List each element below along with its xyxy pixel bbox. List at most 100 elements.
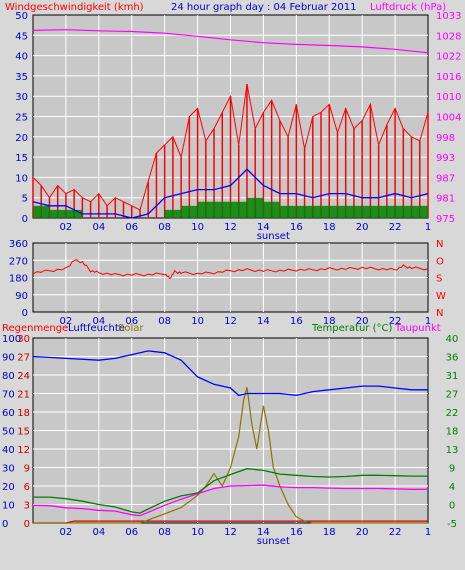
- pressure-axis-title: Luftdruck (hPa): [370, 2, 446, 13]
- rain-y-tick: 15: [17, 427, 30, 438]
- rain-y-tick: 27: [17, 353, 30, 364]
- wind-x-tick: 06: [125, 222, 138, 233]
- rain-y-tick: 3: [24, 501, 30, 512]
- wind-x-tick: 22: [389, 222, 402, 233]
- wind-min-bar: [49, 209, 66, 218]
- winddir-x-tick: 18: [323, 316, 336, 327]
- winddir-compass-label: W: [436, 291, 446, 302]
- dewpoint-line: [32, 484, 428, 517]
- wind-y-tick: 15: [15, 153, 28, 164]
- rain-y-tick: 0: [24, 519, 30, 530]
- wind-y-tick: 40: [15, 52, 28, 63]
- winddir-compass-label: N: [436, 308, 443, 319]
- wind-min-bar: [312, 205, 330, 218]
- wind-x-tick: 18: [323, 222, 336, 233]
- climate-x-tick: 10: [191, 527, 204, 538]
- humidity-y-tick: 70: [2, 390, 15, 401]
- temperature-y-tick: 27: [446, 390, 459, 401]
- winddir-x-tick: 06: [125, 316, 138, 327]
- pressure-y-tick: 1028: [436, 31, 461, 42]
- pressure-y-tick: 1033: [436, 11, 461, 22]
- winddir-x-tick: 16: [290, 316, 303, 327]
- wind-min-bar: [378, 205, 396, 218]
- humidity-y-tick: 80: [2, 371, 15, 382]
- wind-x-tick: 02: [60, 222, 73, 233]
- chart-date-title: 24 hour graph day : 04 Februar 2011: [171, 2, 356, 13]
- wind-y-tick: 50: [15, 11, 28, 22]
- pressure-y-tick: 987: [436, 173, 455, 184]
- winddir-x-tick: 04: [92, 316, 105, 327]
- winddir-x-tick: 20: [356, 316, 369, 327]
- wind-min-bar: [296, 205, 313, 218]
- climate-x-tick: 08: [158, 527, 171, 538]
- winddir-x-tick: 14: [257, 316, 270, 327]
- pressure-y-tick: 1004: [436, 113, 461, 124]
- pressure-y-tick: 1022: [436, 52, 461, 63]
- climate-x-tick: 04: [92, 527, 105, 538]
- wind-y-tick: 25: [15, 113, 28, 124]
- humidity-y-tick: 50: [2, 427, 15, 438]
- winddir-y-tick: 90: [15, 291, 28, 302]
- temperature-y-tick: 40: [446, 334, 459, 345]
- climate-x-tick: 1: [425, 527, 431, 538]
- winddir-y-tick: 180: [9, 274, 28, 285]
- climate-x-tick: 22: [389, 527, 402, 538]
- pressure-y-tick: 1016: [436, 72, 461, 83]
- wind-min-bar: [164, 209, 182, 218]
- winddir-compass-label: O: [436, 256, 444, 267]
- climate-sunset-label: sunset: [257, 536, 290, 547]
- wind-x-tick: 20: [356, 222, 369, 233]
- wind-min-bar: [395, 205, 412, 218]
- pressure-y-tick: 993: [436, 153, 455, 164]
- temperature-y-tick: -5: [447, 519, 457, 530]
- humidity-y-tick: 0: [2, 519, 8, 530]
- wind-x-tick: 1: [425, 222, 431, 233]
- pressure-y-tick: 1010: [436, 92, 461, 103]
- wind-min-bar: [230, 201, 247, 218]
- pressure-y-tick: 975: [436, 214, 455, 225]
- wind-y-tick: 20: [15, 133, 28, 144]
- wind-min-bar: [279, 205, 297, 218]
- climate-x-tick: 16: [290, 527, 303, 538]
- temperature-y-tick: 18: [446, 427, 459, 438]
- wind-x-tick: 04: [92, 222, 105, 233]
- rain-y-tick: 18: [17, 408, 30, 419]
- winddir-x-tick: 02: [60, 316, 73, 327]
- temperature-y-tick: 31: [446, 371, 459, 382]
- climate-x-tick: 18: [323, 527, 336, 538]
- climate-x-tick: 20: [356, 527, 369, 538]
- pressure-line: [32, 29, 429, 54]
- wind-min-bar: [263, 201, 280, 218]
- winddir-compass-label: S: [436, 274, 442, 285]
- rain-y-tick: 6: [24, 482, 30, 493]
- winddir-y-tick: 360: [9, 239, 28, 250]
- wind-x-tick: 14: [257, 222, 270, 233]
- wind-min-bar: [345, 205, 363, 218]
- wind-min-bar: [411, 205, 428, 218]
- wind-min-bar: [65, 209, 83, 218]
- humidity-y-tick: 100: [2, 334, 21, 345]
- humidity-y-tick: 40: [2, 445, 15, 456]
- temperature-line: [33, 468, 428, 514]
- humidity-y-tick: 90: [2, 353, 15, 364]
- rain-y-tick: 21: [17, 390, 30, 401]
- humidity-label: Luftfeuchte: [68, 323, 125, 334]
- wind-x-tick: 16: [290, 222, 303, 233]
- wind-y-tick: 5: [22, 194, 28, 205]
- winddir-compass-label: N: [436, 239, 443, 250]
- rain-label: Regenmenge: [2, 323, 68, 334]
- humidity-y-tick: 60: [2, 408, 15, 419]
- winddir-y-tick: 270: [9, 256, 28, 267]
- winddir-x-tick: 12: [224, 316, 237, 327]
- temperature-y-tick: 9: [449, 464, 455, 475]
- wind-x-tick: 12: [224, 222, 237, 233]
- wind-min-bar: [214, 201, 231, 218]
- wind-avg-line: [32, 168, 429, 219]
- humidity-y-tick: 20: [2, 482, 15, 493]
- wind-min-bar: [329, 205, 346, 218]
- temperature-y-tick: 36: [446, 353, 459, 364]
- wind-y-tick: 45: [15, 31, 28, 42]
- wind-min-bar: [197, 201, 215, 218]
- wind-speed-line: [32, 83, 429, 211]
